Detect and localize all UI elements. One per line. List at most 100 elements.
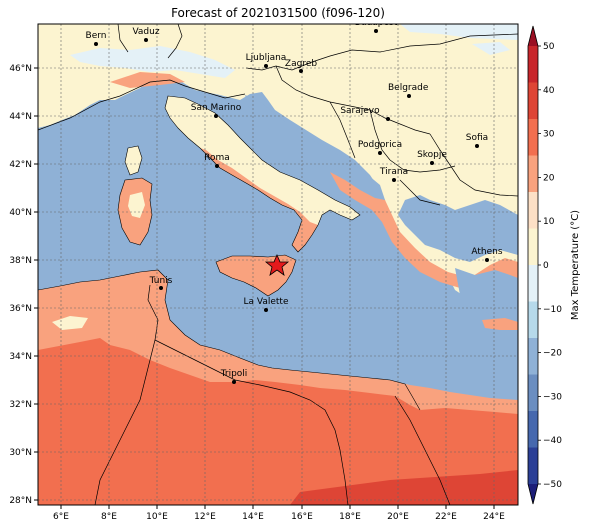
colorbar-segment — [528, 228, 538, 266]
graticule — [38, 24, 518, 505]
city-label: Budapest — [355, 18, 398, 28]
y-axis-ticks: 46°N 44°N 42°N 40°N 38°N 36°N 34°N 32°N 30°N 28°N — [9, 64, 38, 506]
coastlines — [38, 95, 421, 411]
city-label: San Marino — [191, 103, 242, 113]
aegean-sea — [455, 268, 518, 322]
colorbar-tick-label: −40 — [543, 436, 562, 446]
city-label: Sarajevo — [340, 106, 380, 116]
city-label: Ljubljana — [246, 53, 287, 63]
city-label: Tunis — [149, 276, 173, 286]
colorbar-segment — [528, 46, 538, 83]
north-africa-hot — [38, 338, 518, 505]
colorbar-segment — [528, 447, 538, 485]
city-label: Roma — [204, 153, 230, 163]
city-dot-icon — [378, 151, 382, 155]
city-dot-icon — [485, 258, 489, 262]
crete-land — [482, 318, 518, 330]
city-dot-icon — [215, 164, 219, 168]
city-dot-icon — [374, 29, 378, 33]
city-label: La Valette — [244, 297, 289, 307]
city-dot-icon — [299, 69, 303, 73]
city-tirana: Tirana — [379, 167, 408, 182]
colorbar: 50 40 30 20 10 0 −10 −20 −30 −40 −50 — [527, 25, 562, 505]
city-skopje: Skopje — [417, 150, 447, 165]
city-dot-icon — [94, 42, 98, 46]
city-label: Sofia — [466, 133, 488, 143]
colorbar-tick-label: 20 — [543, 173, 555, 183]
italy-warm-coast — [200, 148, 318, 252]
corsica-land — [125, 146, 142, 175]
colorbar-tick-label: −10 — [543, 305, 562, 315]
map-frame — [37, 23, 519, 506]
colorbar-segment — [528, 374, 538, 412]
colorbar-top-arrow-icon — [528, 26, 538, 46]
x-tick-label: 10°E — [146, 512, 168, 522]
colorbar-segment — [528, 301, 538, 339]
colorbar-tick-label: 30 — [543, 130, 555, 140]
y-tick-label: 46°N — [9, 64, 32, 74]
ne-cold-patch — [400, 24, 518, 40]
city-dot-icon — [144, 38, 148, 42]
city-athens: Athens — [471, 247, 503, 262]
colorbar-segment — [528, 338, 538, 375]
colorbar-tick-label: 10 — [543, 217, 555, 227]
forecast-point-star-icon — [264, 253, 290, 276]
y-tick-label: 34°N — [9, 352, 32, 362]
cold-patch-ne2 — [472, 42, 510, 55]
y-tick-label: 32°N — [9, 400, 32, 410]
city-dot-icon — [430, 161, 434, 165]
city-dot-icon — [214, 114, 218, 118]
x-axis-ticks: 6°E 8°E 10°E 12°E 14°E 16°E 18°E 20°E 22°E 24°E — [53, 505, 505, 522]
map-title: Forecast of 2021031500 (f096-120) — [171, 6, 385, 20]
balkan-warm-coast — [330, 172, 518, 295]
x-tick-label: 20°E — [387, 512, 409, 522]
colorbar-segment — [528, 82, 538, 120]
city-sarajevo: Sarajevo — [340, 106, 390, 121]
city-label: Bern — [86, 31, 107, 41]
city-label: Tripoli — [220, 369, 248, 379]
city-dot-icon — [386, 117, 390, 121]
x-tick-label: 16°E — [291, 512, 313, 522]
city-vaduz: Vaduz — [132, 27, 160, 42]
x-tick-label: 24°E — [483, 512, 505, 522]
city-dot-icon — [392, 178, 396, 182]
city-san-marino: San Marino — [191, 103, 242, 118]
city-belgrade: Belgrade — [388, 83, 429, 98]
city-podgorica: Podgorica — [358, 140, 402, 155]
colorbar-segment — [528, 192, 538, 229]
x-tick-label: 18°E — [339, 512, 361, 522]
colorbar-segment — [528, 411, 538, 448]
city-ljubljana: Ljubljana — [246, 53, 287, 68]
x-tick-label: 6°E — [53, 512, 69, 522]
city-label: Vaduz — [132, 27, 159, 37]
city-la-valette: La Valette — [244, 297, 289, 312]
x-tick-label: 12°E — [194, 512, 216, 522]
city-label: Podgorica — [358, 140, 402, 150]
colorbar-tick-label: 50 — [543, 42, 555, 52]
colorbar-tick-label: −20 — [543, 349, 562, 359]
colorbar-bottom-arrow-icon — [528, 484, 538, 504]
city-label: Belgrade — [388, 83, 429, 93]
sardinia-cool-center — [128, 192, 145, 218]
city-label: Skopje — [417, 150, 447, 160]
cool-patch-tunisia — [52, 316, 88, 330]
colorbar-tick-label: −50 — [543, 480, 562, 490]
city-label: Zagreb — [285, 59, 317, 69]
colorbar-tick-label: 40 — [543, 86, 555, 96]
y-tick-label: 30°N — [9, 448, 32, 458]
city-dot-icon — [407, 94, 411, 98]
colorbar-segment — [528, 155, 538, 193]
city-tunis: Tunis — [149, 276, 173, 290]
city-bern: Bern — [86, 31, 107, 46]
y-tick-label: 38°N — [9, 256, 32, 266]
city-label: Athens — [471, 247, 502, 257]
city-tripoli: Tripoli — [220, 369, 248, 384]
colorbar-tick-label: 0 — [543, 261, 549, 271]
y-tick-label: 28°N — [9, 496, 32, 506]
y-tick-label: 42°N — [9, 160, 32, 170]
city-dot-icon — [232, 380, 236, 384]
city-sofia: Sofia — [466, 133, 488, 148]
colorbar-segment — [528, 119, 538, 156]
colorbar-label: Max Temperature (°C) — [570, 210, 581, 320]
x-tick-label: 22°E — [435, 512, 457, 522]
